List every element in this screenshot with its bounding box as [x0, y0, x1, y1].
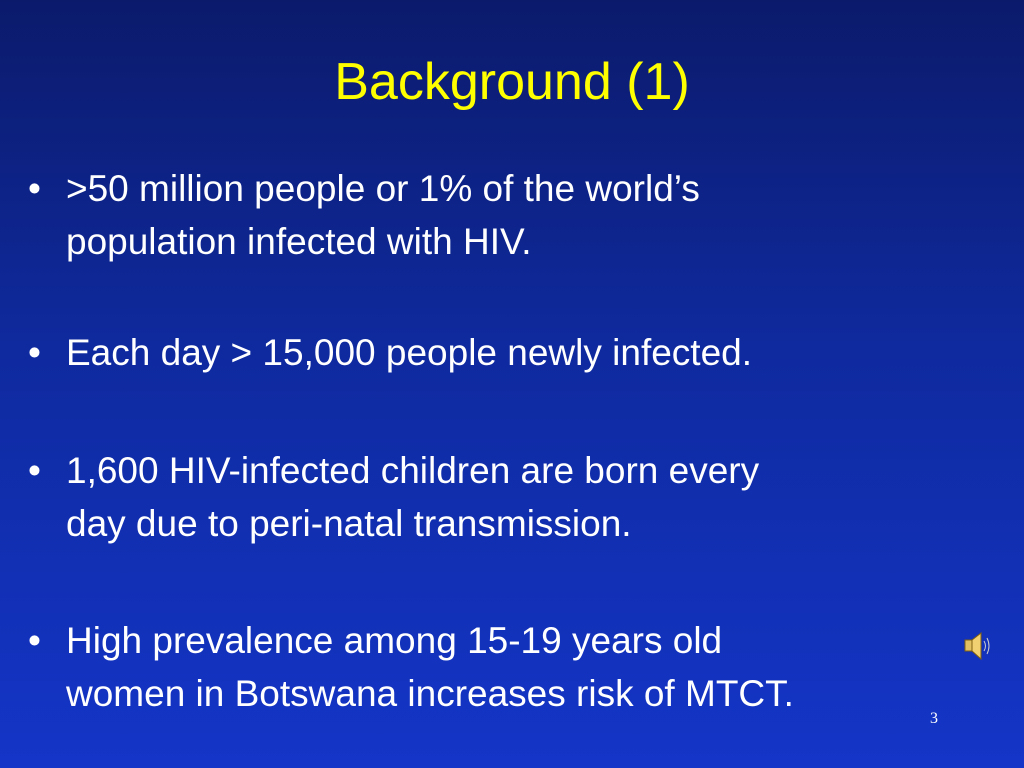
page-number: 3 — [930, 710, 938, 727]
bullet-line: day due to peri-natal transmission. — [66, 503, 632, 544]
bullet-line: population infected with HIV. — [66, 221, 532, 262]
bullet-dot: • — [28, 620, 41, 661]
bullet-dot: • — [28, 450, 41, 491]
speaker-icon[interactable] — [962, 630, 992, 662]
bullet-line: High prevalence among 15-19 years old — [66, 620, 723, 661]
bullet: • High prevalence among 15-19 years old wo… — [28, 614, 968, 720]
bullet-line: women in Botswana increases risk of MTCT… — [66, 673, 794, 714]
bullet: • >50 million people or 1% of the world’s… — [28, 162, 968, 268]
bullet: • 1,600 HIV-infected children are born ev… — [28, 444, 968, 550]
slide-title: Background (1) — [334, 53, 690, 111]
bullet-line: 1,600 HIV-infected children are born eve… — [66, 450, 760, 491]
bullet-dot: • — [28, 168, 41, 209]
bullet-line: >50 million people or 1% of the world’s — [66, 168, 700, 209]
bullet-dot: • — [28, 332, 41, 373]
bullet-line: Each day > 15,000 people newly infected. — [66, 332, 753, 373]
bullet: • Each day > 15,000 people newly infected… — [28, 326, 968, 379]
